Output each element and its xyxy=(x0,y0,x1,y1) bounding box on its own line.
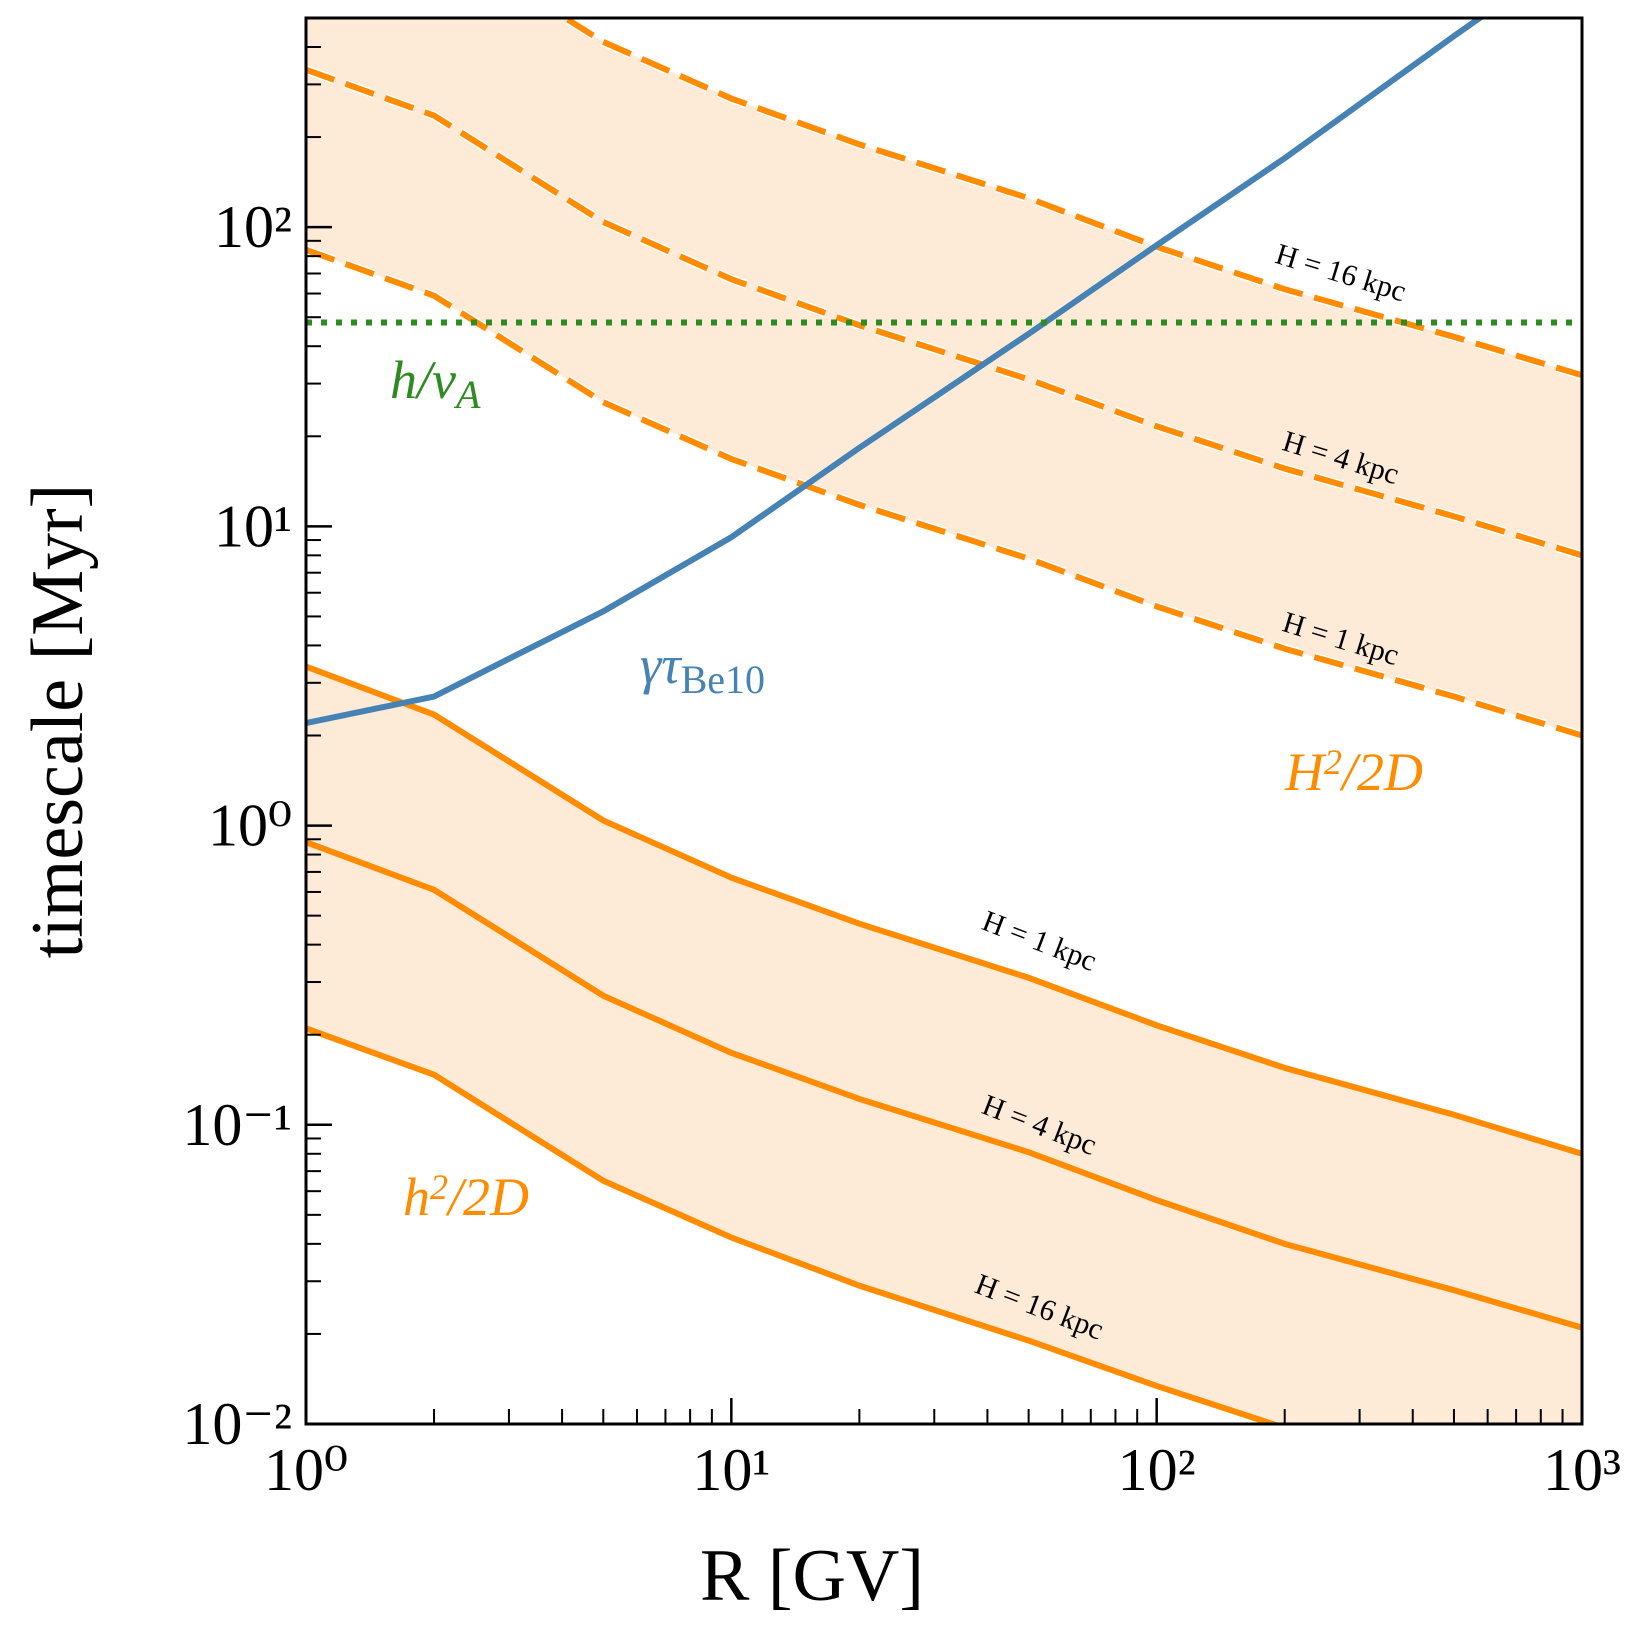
x-tick-label: 10³ xyxy=(1543,1437,1621,1503)
annotation: γτBe10 xyxy=(640,635,765,702)
y-axis-label: timescale [Myr] xyxy=(17,484,99,959)
x-tick-label: 10¹ xyxy=(692,1437,770,1503)
x-axis-label: R [GV] xyxy=(700,1535,924,1617)
annotation: h2/2D xyxy=(403,1167,529,1227)
y-tick-label: 10¹ xyxy=(214,493,292,559)
axes: 10⁰ 10¹ 10² 10³ 10⁻² 10⁻¹ 10⁰ 10¹ 10² xyxy=(182,16,1621,1503)
annotation-part: H xyxy=(1284,742,1327,802)
line xyxy=(306,1025,1283,1424)
annotation-part: 2 xyxy=(430,1167,448,1207)
line xyxy=(306,663,1582,1157)
x-tick-label: 10² xyxy=(1118,1437,1196,1503)
y-tick-label: 10² xyxy=(214,194,292,260)
y-tick-label: 10⁰ xyxy=(208,793,292,859)
annotation-part: Be10 xyxy=(681,657,765,702)
annotation: h/vA xyxy=(390,350,481,417)
plot-area xyxy=(306,18,1582,1424)
line xyxy=(306,18,1485,727)
annotation-part: A xyxy=(453,372,481,417)
annotation-part: h/v xyxy=(390,350,456,410)
annotation-part: /2D xyxy=(1339,742,1423,802)
annotation-part: 2 xyxy=(1324,742,1342,782)
annotation-part: /2D xyxy=(445,1167,529,1227)
plot-frame xyxy=(304,16,1584,1426)
band xyxy=(306,18,1582,736)
annotation-part: h xyxy=(403,1167,430,1227)
line xyxy=(306,839,1582,1331)
annotation: H2/2D xyxy=(1284,742,1423,802)
x-tick-label: 10⁰ xyxy=(264,1437,348,1503)
y-tick-label: 10⁻² xyxy=(182,1391,292,1457)
line xyxy=(306,246,1582,739)
line xyxy=(559,18,1582,379)
line xyxy=(306,66,1582,559)
y-tick-label: 10⁻¹ xyxy=(182,1092,292,1158)
annotation-part: γτ xyxy=(640,635,682,695)
